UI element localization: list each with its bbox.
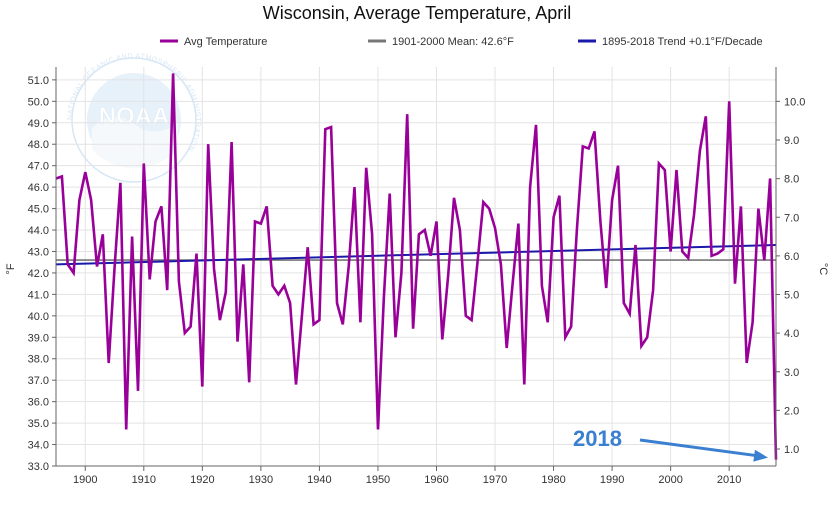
- y-axis-label: °F: [5, 263, 17, 274]
- y-axis-ticks: 33.0 34.0 35.0 36.0 37.0 38.0 39.0 40.0 41.0 42.0…: [28, 75, 56, 473]
- y2-tick-label: 5.0: [784, 290, 799, 302]
- x-tick-label: 1920: [190, 474, 214, 486]
- legend-label: 1895-2018 Trend +0.1°F/Decade: [602, 36, 763, 48]
- annotation-label: 2018: [573, 426, 622, 451]
- y2-tick-label: 3.0: [784, 367, 799, 379]
- chart-title: Wisconsin, Average Temperature, April: [263, 3, 572, 23]
- y-tick-label: 34.0: [28, 440, 49, 452]
- x-tick-label: 1990: [600, 474, 624, 486]
- y-tick-label: 49.0: [28, 118, 49, 130]
- x-tick-label: 1930: [249, 474, 273, 486]
- y-tick-label: 42.0: [28, 268, 49, 280]
- y-tick-label: 41.0: [28, 289, 49, 301]
- chart-legend: Avg Temperature 1901-2000 Mean: 42.6°F 189…: [160, 36, 763, 48]
- y-tick-label: 33.0: [28, 461, 49, 473]
- y-tick-label: 47.0: [28, 161, 49, 173]
- legend-label: Avg Temperature: [184, 36, 267, 48]
- x-tick-label: 1910: [132, 474, 156, 486]
- y-tick-label: 44.0: [28, 225, 49, 237]
- noaa-logo-text: NOAA: [99, 103, 170, 130]
- y-tick-label: 39.0: [28, 332, 49, 344]
- y2-axis-label: °C: [817, 263, 829, 275]
- x-tick-label: 1950: [366, 474, 390, 486]
- y-tick-label: 43.0: [28, 246, 49, 258]
- legend-item-1[interactable]: 1901-2000 Mean: 42.6°F: [368, 36, 514, 48]
- legend-item-0[interactable]: Avg Temperature: [160, 36, 267, 48]
- annotation-arrow-shaft: [639, 438, 757, 458]
- y-tick-label: 51.0: [28, 75, 49, 87]
- y2-tick-label: 1.0: [784, 444, 799, 456]
- y-tick-label: 36.0: [28, 397, 49, 409]
- noaa-logo-watermark: NOAA NATIONAL OCEANIC AND ATMOSPHERIC AD…: [67, 53, 200, 183]
- x-tick-label: 1940: [307, 474, 331, 486]
- y2-tick-label: 8.0: [784, 174, 799, 186]
- y-tick-label: 35.0: [28, 418, 49, 430]
- y2-tick-label: 10.0: [784, 96, 805, 108]
- x-tick-label: 2010: [717, 474, 741, 486]
- y-tick-label: 46.0: [28, 182, 49, 194]
- y2-tick-label: 4.0: [784, 328, 799, 340]
- y2-tick-label: 6.0: [784, 251, 799, 263]
- y-tick-label: 40.0: [28, 311, 49, 323]
- y-tick-label: 45.0: [28, 204, 49, 216]
- annotation-2018: 2018: [573, 426, 768, 462]
- annotation-arrow-head: [753, 449, 768, 462]
- y-tick-label: 50.0: [28, 96, 49, 108]
- y-tick-label: 48.0: [28, 139, 49, 151]
- y2-axis-ticks: 1.0 2.0 3.0 4.0 5.0 6.0 7.0 8.0 9.0 10.0: [776, 96, 805, 456]
- legend-label: 1901-2000 Mean: 42.6°F: [392, 36, 514, 48]
- x-tick-label: 1960: [424, 474, 448, 486]
- avg-temperature-series: [55, 73, 778, 460]
- y-tick-label: 38.0: [28, 354, 49, 366]
- y2-tick-label: 9.0: [784, 135, 799, 147]
- x-tick-label: 2000: [658, 474, 682, 486]
- x-axis-ticks: 1900 1910 1920 1930 1940 1950 1960 1970 1980 1990…: [73, 466, 741, 486]
- chart-axes: [55, 67, 777, 467]
- x-tick-label: 1970: [483, 474, 507, 486]
- x-tick-label: 1900: [73, 474, 97, 486]
- legend-item-2[interactable]: 1895-2018 Trend +0.1°F/Decade: [578, 36, 763, 48]
- y2-tick-label: 7.0: [784, 212, 799, 224]
- x-tick-label: 1980: [541, 474, 565, 486]
- avg-temperature-line: [55, 73, 778, 460]
- y-tick-label: 37.0: [28, 375, 49, 387]
- y2-tick-label: 2.0: [784, 405, 799, 417]
